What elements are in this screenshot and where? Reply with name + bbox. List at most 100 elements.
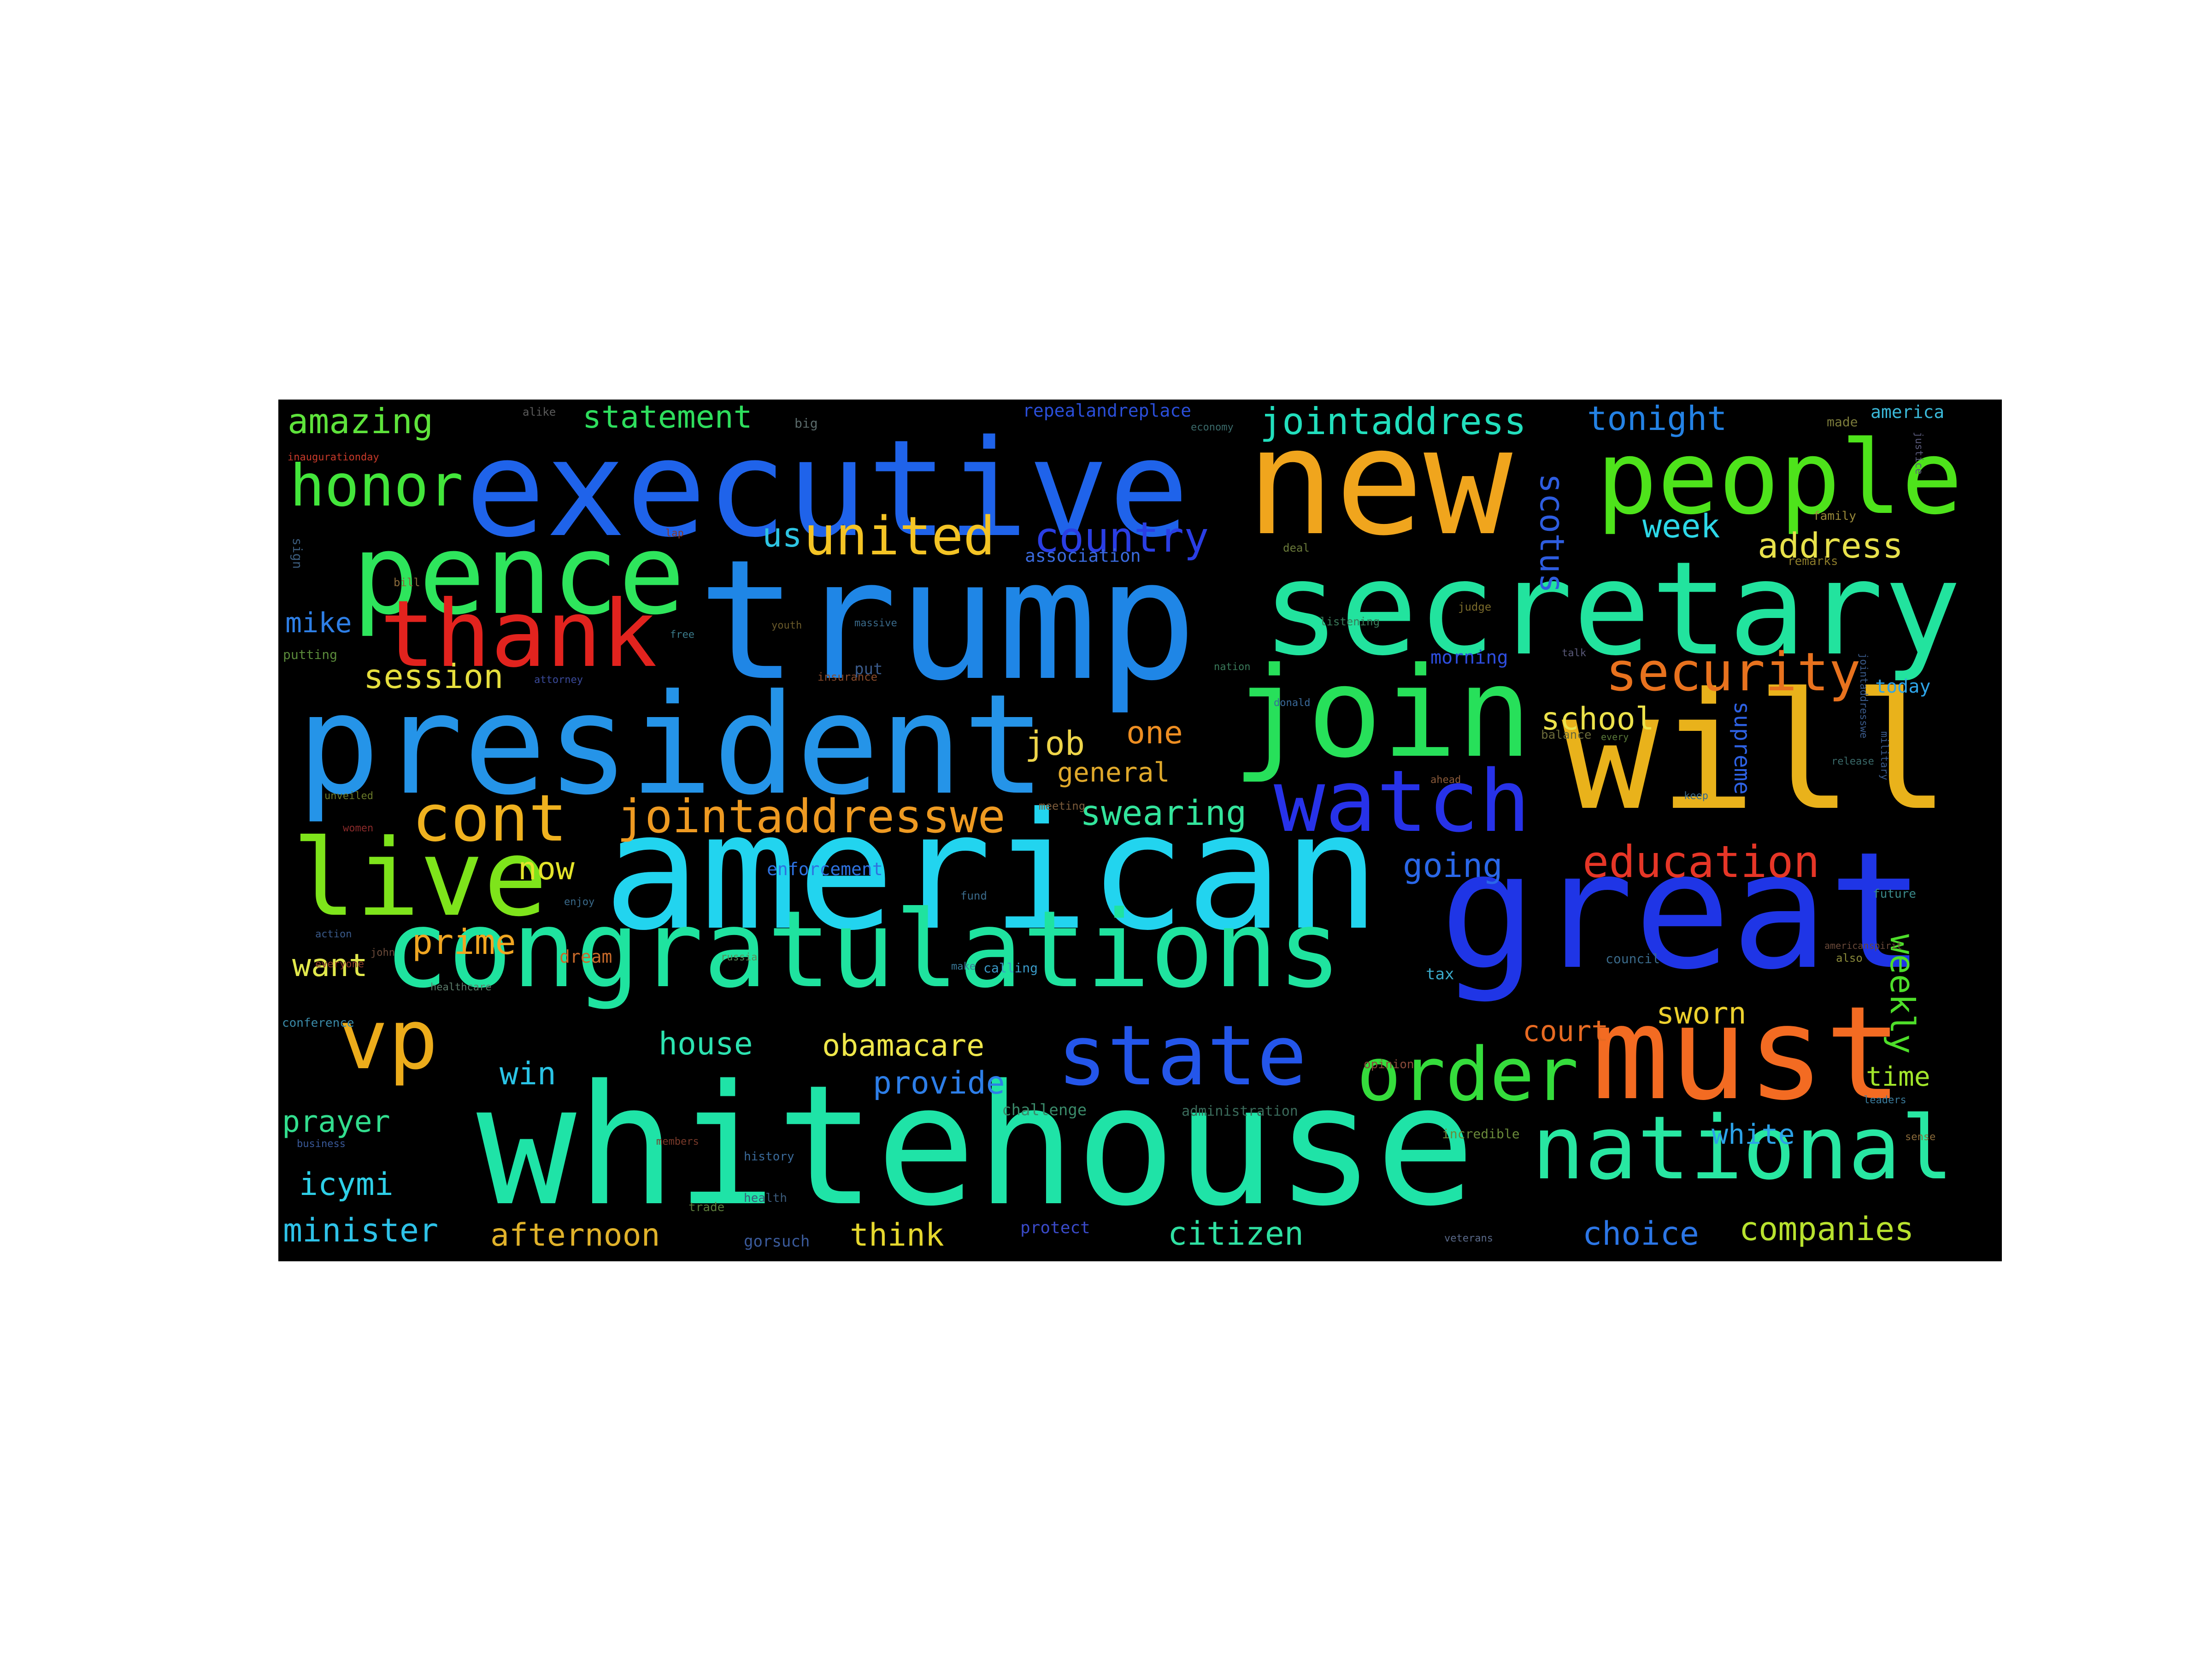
cloud-word: order (1357, 1031, 1579, 1118)
cloud-word: attorney (534, 674, 583, 686)
cloud-word: balance (1541, 728, 1592, 742)
cloud-word: every (1601, 731, 1629, 742)
cloud-word: prayer (282, 1105, 390, 1139)
cloud-word: education (1583, 837, 1820, 888)
cloud-word: russia (721, 952, 758, 963)
cloud-word: house (659, 1026, 753, 1062)
cloud-word: one (1126, 715, 1183, 751)
cloud-word: massive (854, 618, 897, 629)
cloud-word: country (1034, 513, 1209, 562)
cloud-word: talk (1562, 647, 1586, 659)
cloud-word: enforcement (767, 859, 883, 879)
cloud-word: fund (960, 889, 987, 902)
cloud-word: dream (559, 947, 612, 967)
cloud-word: make (951, 961, 976, 972)
cloud-word: thank (380, 581, 658, 688)
cloud-word: live (292, 817, 547, 940)
cloud-word: school (1541, 701, 1654, 737)
cloud-word: swearing (1080, 793, 1247, 833)
cloud-word: obamacare (822, 1029, 985, 1063)
cloud-word: national (1532, 1097, 1954, 1199)
cloud-word: president (297, 665, 1046, 825)
cloud-word: administration (1182, 1103, 1298, 1119)
cloud-word: want (292, 947, 368, 984)
cloud-word: will (1562, 658, 1950, 846)
cloud-word: put (854, 660, 883, 678)
cloud-word: healthcare (430, 982, 492, 993)
cloud-word: trump (698, 524, 1197, 717)
cloud-word: icymi (299, 1166, 394, 1203)
cloud-word: meeting (1039, 800, 1086, 812)
cloud-word: going (1403, 846, 1503, 885)
cloud-word: statement (582, 400, 753, 435)
cloud-word: us (762, 516, 802, 554)
cloud-word: join (1232, 640, 1532, 785)
cloud-word: general (1057, 757, 1170, 788)
cloud-word: veterans (1444, 1233, 1493, 1244)
cloud-word: minister (283, 1212, 439, 1249)
cloud-word: white (1712, 1118, 1795, 1151)
cloud-word: state (1057, 1008, 1307, 1104)
cloud-word: women (343, 823, 374, 834)
cloud-word: great (1440, 817, 1925, 1005)
cloud-word: executive (465, 412, 1189, 567)
cloud-word: inaugurationday (288, 452, 379, 463)
cloud-word: also (1836, 952, 1863, 965)
cloud-word: congratulations (384, 888, 1342, 1012)
cloud-word: honor (290, 453, 464, 519)
cloud-word: family (1813, 509, 1856, 523)
cloud-word: leaders (1864, 1094, 1906, 1106)
cloud-word: sense (1905, 1131, 1936, 1143)
cloud-word: session (364, 657, 504, 696)
cloud-word: opinion (1364, 1058, 1414, 1071)
cloud-word: association (1025, 546, 1141, 566)
cloud-word: vp (338, 992, 438, 1088)
cloud-word: security (1606, 641, 1861, 703)
cloud-word: think (850, 1217, 944, 1253)
cloud-word: free (670, 629, 694, 641)
cloud-word: lap (665, 528, 684, 539)
cloud-word: conference (282, 1016, 354, 1030)
cloud-word: justice (1913, 432, 1924, 475)
cloud-word: americanspirit (1824, 940, 1902, 951)
cloud-word: morning (1430, 647, 1508, 668)
cloud-word: big (794, 416, 818, 431)
cloud-word: members (656, 1136, 699, 1147)
cloud-word: jointaddress (1260, 400, 1526, 443)
cloud-word: john (371, 947, 395, 959)
cloud-word: business (297, 1138, 346, 1150)
cloud-word: protect (1020, 1218, 1090, 1237)
cloud-word: pence (352, 510, 685, 639)
cloud-word: nation (1214, 661, 1251, 673)
cloud-word: challenge (1002, 1101, 1087, 1119)
cloud-word: court (1523, 1014, 1609, 1048)
cloud-word: scotus (1533, 473, 1571, 594)
cloud-word: donald (1274, 697, 1311, 709)
cloud-word: sworn (1656, 996, 1747, 1031)
cloud-word: unveiled (324, 790, 373, 802)
cloud-word: jointaddresswe (617, 789, 1006, 843)
cloud-word: secretary (1262, 534, 1962, 684)
cloud-word: american (603, 778, 1380, 966)
cloud-word: citizen (1168, 1215, 1304, 1253)
cloud-word: keep (1684, 790, 1708, 802)
cloud-word: council (1606, 951, 1660, 966)
cloud-word: companies (1739, 1210, 1914, 1248)
cloud-word: now (518, 851, 575, 887)
cloud-word: watch (1274, 752, 1530, 851)
word-cloud: trump american white house executive grea… (278, 400, 2002, 1261)
cloud-word: sign (290, 538, 305, 569)
cloud-word: economy (1191, 422, 1234, 433)
cloud-word: today (1875, 676, 1931, 697)
cloud-word: judge (1458, 600, 1492, 613)
cloud-word: win (500, 1056, 556, 1092)
cloud-word: prime (412, 922, 516, 962)
cloud-word: job (1025, 724, 1085, 763)
cloud-word: weekly (1883, 934, 1922, 1054)
cloud-word: military (1878, 731, 1890, 780)
cloud-word: cont (412, 781, 568, 856)
cloud-word: putting (283, 647, 338, 662)
cloud-word: deal (1283, 541, 1310, 554)
cloud-word: provide (873, 1065, 1005, 1101)
cloud-word: calling (983, 960, 1038, 976)
